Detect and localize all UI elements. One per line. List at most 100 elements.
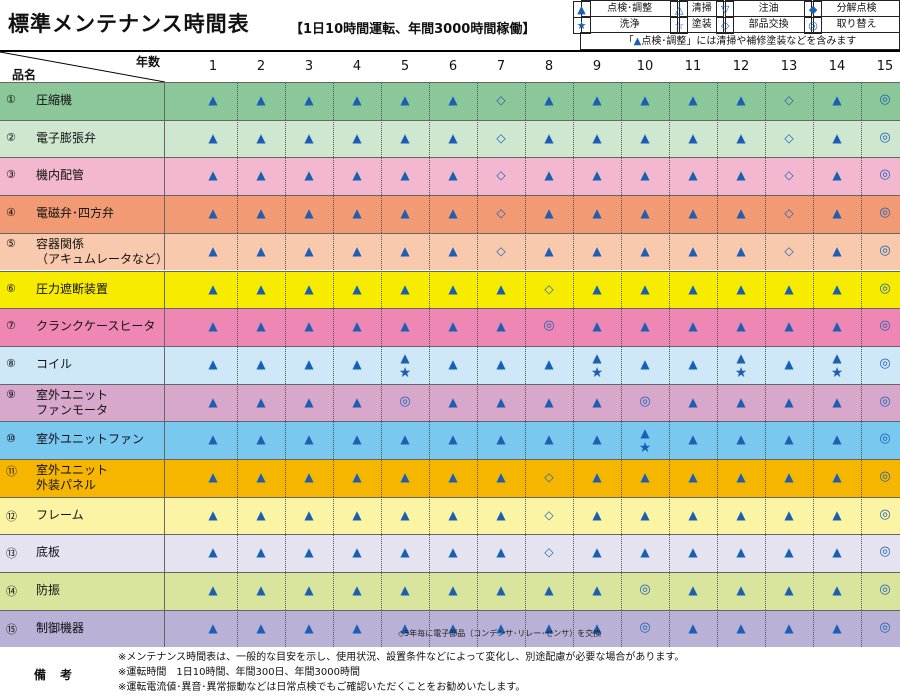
- column-divider: [525, 119, 526, 158]
- triangle-filled-icon: ▲: [688, 319, 698, 334]
- row-cells: ▲ ▲ ▲ ▲ ▲ ▲ ▲ ▲ ▲ ▲ ★ ▲ ▲ ▲ ▲ ◎: [165, 421, 900, 459]
- triangle-filled-icon: ▲: [736, 168, 746, 183]
- column-divider: [861, 496, 862, 535]
- page-subtitle: 【1日10時間運転、年間3000時間稼働】: [290, 22, 536, 37]
- column-divider: [237, 534, 238, 573]
- column-divider: [621, 345, 622, 384]
- column-divider: [621, 308, 622, 346]
- triangle-filled-icon: ▲: [400, 206, 410, 221]
- double-circle-icon: ◎: [543, 318, 555, 334]
- triangle-filled-icon: ▲: [832, 350, 842, 365]
- triangle-filled-icon: ▲: [400, 470, 410, 484]
- triangle-filled-icon: ▲: [448, 394, 458, 409]
- column-divider: [477, 496, 478, 535]
- triangle-filled-icon: ▲: [544, 130, 554, 145]
- row-number: ⑨: [6, 387, 16, 401]
- triangle-filled-icon: ▲: [352, 168, 362, 183]
- column-divider: [717, 119, 718, 158]
- remark-line: ※運転電流値･異音･異常振動などは日常点検でもご確認いただくことをお勧めいたしま…: [118, 682, 526, 693]
- column-divider: [525, 496, 526, 535]
- row-cells: ▲ ▲ ▲ ▲ ▲ ★ ▲ ▲ ▲ ▲ ★ ▲ ▲ ▲ ★ ▲ ▲ ★ ◎: [165, 345, 900, 384]
- column-divider: [765, 609, 766, 648]
- column-divider: [333, 383, 334, 422]
- triangle-filled-icon: ▲: [640, 93, 650, 107]
- column-divider: [717, 308, 718, 346]
- triangle-filled-icon: ▲: [784, 470, 794, 484]
- diamond-outline-icon: ◇: [544, 281, 554, 296]
- column-divider: [669, 270, 670, 309]
- row-label-line: ファンモータ: [36, 402, 109, 417]
- column-divider: [717, 383, 718, 422]
- diamond-filled-icon: ◆: [804, 0, 823, 18]
- triangle-filled-icon: ▲: [592, 507, 602, 522]
- column-divider: [381, 534, 382, 573]
- star-filled-icon: ★: [590, 364, 604, 381]
- column-divider: [621, 421, 622, 459]
- column-divider: [669, 421, 670, 459]
- triangle-filled-icon: ▲: [256, 507, 266, 522]
- triangle-filled-icon: ▲: [304, 168, 314, 183]
- column-divider: [669, 119, 670, 158]
- triangle-filled-icon: ▲: [496, 356, 506, 371]
- row-number: ⑬: [6, 547, 17, 561]
- column-divider: [285, 534, 286, 573]
- column-divider: [669, 308, 670, 346]
- row-label-line: （アキュムレータなど）: [36, 251, 169, 266]
- triangle-filled-icon: ▲: [496, 319, 506, 334]
- column-divider: [525, 459, 526, 497]
- triangle-filled-icon: ▲: [352, 93, 362, 107]
- column-divider: [285, 232, 286, 271]
- triangle-filled-icon: ▲: [352, 583, 362, 598]
- triangle-filled-icon: ▲: [572, 0, 591, 18]
- triangle-filled-icon: ▲: [352, 545, 362, 560]
- triangle-filled-icon: ▲: [496, 507, 506, 522]
- column-divider: [861, 232, 862, 271]
- column-divider: [381, 157, 382, 196]
- column-divider: [573, 534, 574, 573]
- triangle-filled-icon: ▲: [400, 243, 410, 258]
- row-cells: ▲ ▲ ▲ ▲ ▲ ▲ ▲ ◎ ▲ ▲ ▲ ▲ ▲ ▲ ◎: [165, 308, 900, 346]
- column-divider: [429, 534, 430, 573]
- row-name-cell: ⑬ 底板: [0, 534, 165, 573]
- triangle-filled-icon: ▲: [736, 583, 746, 598]
- triangle-filled-icon: ▲: [400, 130, 410, 145]
- column-divider: [525, 534, 526, 573]
- column-divider: [285, 308, 286, 346]
- table-row: ⑨ 室外ユニット ファンモータ ▲ ▲ ▲ ▲ ◎ ▲ ▲ ▲ ▲ ◎ ▲ ▲ ▲ ▲ ◎: [0, 383, 900, 422]
- triangle-filled-icon: ▲: [784, 507, 794, 522]
- column-divider: [717, 496, 718, 535]
- row-divider: [0, 383, 900, 385]
- diamond-outline-icon: ◇: [716, 16, 735, 34]
- year-header-row: 1 2 3 4 5 6 7 8 9 10 11 12 13 14 15: [165, 52, 900, 82]
- double-circle-icon: ◎: [399, 393, 411, 409]
- double-circle-icon: ◎: [879, 355, 891, 371]
- row-label: 電子膨張弁: [36, 131, 96, 146]
- column-divider: [573, 119, 574, 158]
- column-divider: [813, 534, 814, 573]
- triangle-filled-icon: ▲: [688, 394, 698, 409]
- row-number: ③: [6, 168, 16, 182]
- triangle-filled-icon: ▲: [400, 350, 410, 365]
- diamond-outline-icon: ◇: [784, 93, 794, 107]
- column-divider: [861, 534, 862, 573]
- column-divider: [237, 157, 238, 196]
- triangle-filled-icon: ▲: [256, 583, 266, 598]
- triangle-filled-icon: ▲: [448, 583, 458, 598]
- row-label: 防振: [36, 583, 60, 598]
- table-row: ⑧ コイル ▲ ▲ ▲ ▲ ▲ ★ ▲ ▲ ▲ ▲ ★ ▲ ▲ ▲ ★ ▲ ▲ ★ ◎: [0, 345, 900, 384]
- column-divider: [669, 609, 670, 648]
- row-cells: ▲ ▲ ▲ ▲ ▲ ▲ ▲ ▲ ▲ ◎ ▲ ▲ ▲ ▲ ◎: [165, 609, 900, 648]
- row-number: ②: [6, 130, 16, 144]
- triangle-filled-icon: ▲: [208, 319, 218, 334]
- triangle-filled-icon: ▲: [640, 426, 650, 441]
- triangle-filled-icon: ▲: [592, 319, 602, 334]
- triangle-filled-icon: ▲: [592, 168, 602, 183]
- column-divider: [477, 232, 478, 271]
- triangle-filled-icon: ▲: [688, 432, 698, 447]
- column-divider: [525, 157, 526, 196]
- row-label: 電磁弁･四方弁: [36, 206, 114, 221]
- row-cells: ▲ ▲ ▲ ▲ ▲ ▲ ◇ ▲ ▲ ▲ ▲ ▲ ◇ ▲ ◎: [165, 232, 900, 271]
- column-divider: [381, 345, 382, 384]
- double-circle-icon: ◎: [879, 318, 891, 334]
- column-divider: [717, 345, 718, 384]
